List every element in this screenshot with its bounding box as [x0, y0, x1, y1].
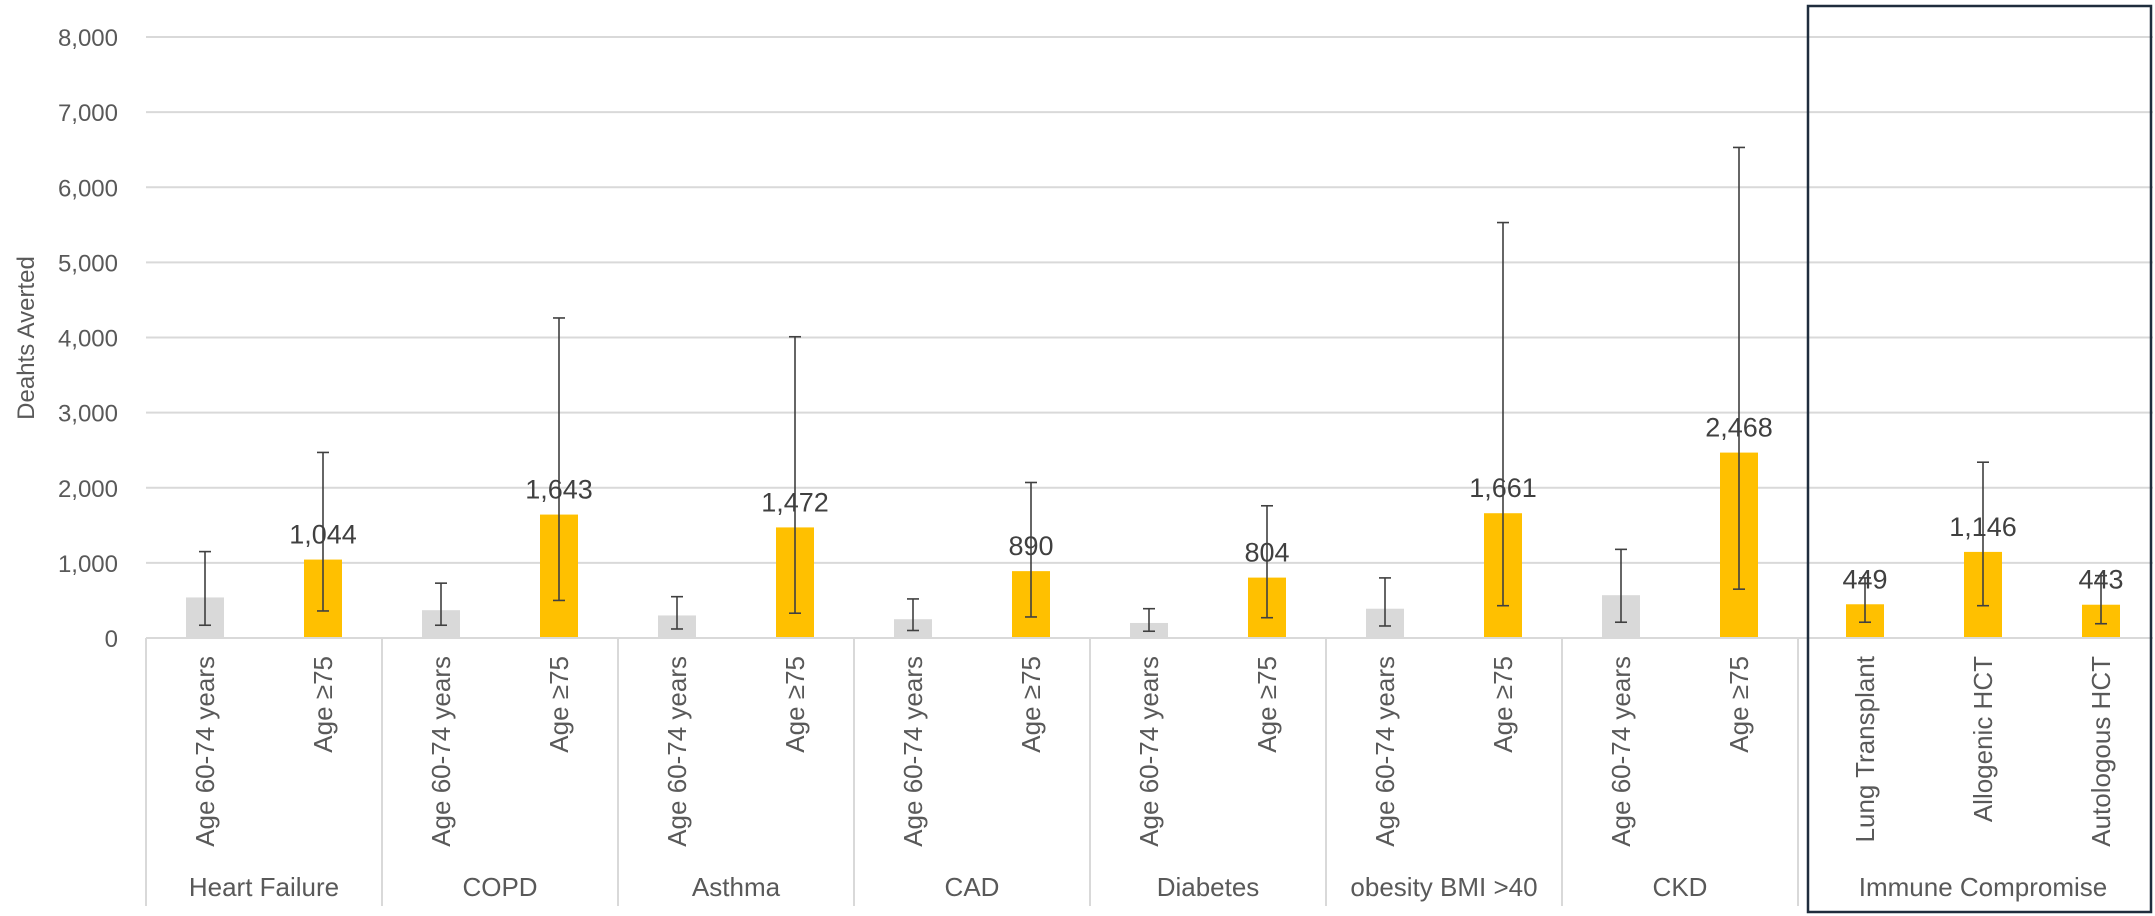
x-tick-label: Age 60-74 years [662, 656, 692, 847]
x-tick-label: Age 60-74 years [1134, 656, 1164, 847]
gridlines [146, 36, 2153, 564]
y-tick-label: 8,000 [58, 25, 118, 52]
x-tick-label: Age ≥75 [1724, 656, 1754, 753]
x-tick-label: Autologous HCT [2086, 656, 2116, 847]
data-labels: 1,044 1,643 1,472 890 804 1,661 2,468 449 1,146 4… [289, 413, 2123, 595]
x-tick-label: Allogenic HCT [1968, 656, 1998, 822]
group-label: Diabetes [1157, 872, 1260, 902]
group-label: Asthma [692, 872, 781, 902]
y-tick-label: 1,000 [58, 551, 118, 578]
error-bars [199, 146, 2107, 633]
y-tick-label: 0 [105, 626, 118, 653]
data-label: 1,472 [761, 487, 829, 517]
group-label: obesity BMI >40 [1350, 872, 1537, 902]
x-tick-label: Lung Transplant [1850, 655, 1880, 842]
x-tick-label: Age ≥75 [1016, 656, 1046, 753]
bars [186, 452, 2120, 638]
x-tick-label: Age ≥75 [544, 656, 574, 753]
x-axis-categories: Age 60-74 years Age ≥75 Heart Failure Age 6… [145, 638, 2116, 906]
data-label: 804 [1244, 538, 1289, 568]
y-tick-label: 2,000 [58, 476, 118, 503]
group-label: CAD [945, 872, 1000, 902]
x-tick-label: Age 60-74 years [426, 656, 456, 847]
data-label: 1,146 [1949, 512, 2017, 542]
y-axis-title: Deahts Averted [13, 256, 40, 420]
x-tick-label: Age ≥75 [780, 656, 810, 753]
x-tick-label: Age 60-74 years [898, 656, 928, 847]
x-tick-label: Age 60-74 years [1370, 656, 1400, 847]
group-label: Immune Compromise [1859, 872, 2108, 902]
x-tick-label: Age ≥75 [308, 656, 338, 753]
highlight-box-frame [1806, 4, 2153, 914]
y-tick-label: 3,000 [58, 401, 118, 428]
x-tick-label: Age 60-74 years [1606, 656, 1636, 847]
y-tick-label: 4,000 [58, 326, 118, 353]
x-tick-label: Age 60-74 years [190, 656, 220, 847]
group-label: COPD [462, 872, 537, 902]
data-label: 1,661 [1469, 473, 1537, 503]
data-label: 443 [2078, 565, 2123, 595]
data-label: 1,044 [289, 520, 357, 550]
data-label: 449 [1842, 564, 1887, 594]
x-tick-label: Age ≥75 [1252, 656, 1282, 753]
group-label: Heart Failure [189, 872, 339, 902]
data-label: 1,643 [525, 475, 593, 505]
y-tick-label: 7,000 [58, 100, 118, 127]
data-label: 2,468 [1705, 413, 1773, 443]
y-tick-label: 5,000 [58, 250, 118, 277]
group-label: CKD [1653, 872, 1708, 902]
data-label: 890 [1008, 531, 1053, 561]
y-axis-ticks: 0 1,000 2,000 3,000 4,000 5,000 6,000 7,000 8,00… [58, 25, 118, 653]
x-tick-label: Age ≥75 [1488, 656, 1518, 753]
highlight-box [1806, 4, 2153, 914]
y-tick-label: 6,000 [58, 175, 118, 202]
